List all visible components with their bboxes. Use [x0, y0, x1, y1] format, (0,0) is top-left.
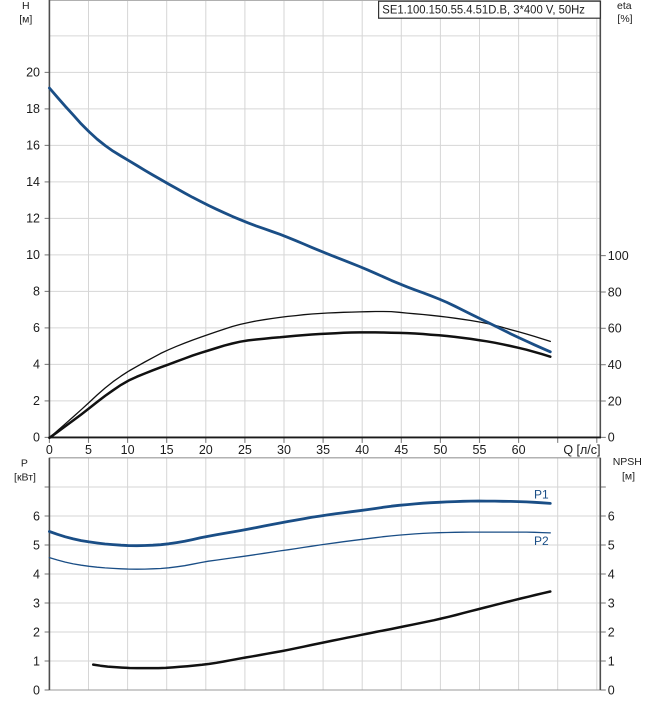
svg-text:Q [л/с]: Q [л/с] [563, 443, 600, 457]
svg-text:40: 40 [608, 358, 622, 372]
svg-text:[м]: [м] [622, 471, 635, 483]
svg-text:2: 2 [608, 625, 615, 639]
svg-text:0: 0 [33, 683, 40, 697]
svg-text:6: 6 [33, 321, 40, 335]
svg-text:20: 20 [199, 443, 213, 457]
svg-text:[%]: [%] [617, 13, 632, 25]
svg-text:14: 14 [26, 175, 40, 189]
svg-text:8: 8 [33, 285, 40, 299]
svg-text:[м]: [м] [19, 13, 32, 25]
svg-text:3: 3 [33, 596, 40, 610]
svg-text:P2: P2 [534, 534, 549, 548]
svg-text:1: 1 [608, 654, 615, 668]
svg-text:35: 35 [316, 443, 330, 457]
svg-text:P1: P1 [534, 488, 549, 502]
svg-text:5: 5 [33, 538, 40, 552]
svg-text:6: 6 [608, 509, 615, 523]
svg-text:45: 45 [394, 443, 408, 457]
svg-text:3: 3 [608, 596, 615, 610]
svg-text:2: 2 [33, 625, 40, 639]
svg-text:15: 15 [160, 443, 174, 457]
svg-text:eta: eta [617, 0, 632, 12]
svg-text:H: H [22, 0, 30, 12]
svg-text:0: 0 [46, 443, 53, 457]
svg-text:NPSH: NPSH [613, 456, 642, 468]
svg-text:25: 25 [238, 443, 252, 457]
svg-text:80: 80 [608, 285, 622, 299]
svg-text:5: 5 [608, 538, 615, 552]
svg-text:2: 2 [33, 394, 40, 408]
svg-text:60: 60 [512, 443, 526, 457]
svg-text:1: 1 [33, 654, 40, 668]
svg-text:0: 0 [33, 431, 40, 445]
svg-text:16: 16 [26, 139, 40, 153]
svg-text:55: 55 [473, 443, 487, 457]
svg-text:0: 0 [608, 683, 615, 697]
svg-text:30: 30 [277, 443, 291, 457]
svg-text:5: 5 [85, 443, 92, 457]
svg-text:4: 4 [608, 567, 615, 581]
svg-text:100: 100 [608, 249, 629, 263]
svg-text:[кВт]: [кВт] [14, 472, 36, 484]
svg-text:12: 12 [26, 212, 40, 226]
svg-text:40: 40 [355, 443, 369, 457]
svg-text:20: 20 [26, 66, 40, 80]
svg-text:18: 18 [26, 102, 40, 116]
svg-text:10: 10 [26, 248, 40, 262]
svg-text:P: P [21, 458, 28, 470]
svg-text:50: 50 [433, 443, 447, 457]
svg-text:4: 4 [33, 567, 40, 581]
svg-text:20: 20 [608, 394, 622, 408]
svg-text:0: 0 [608, 431, 615, 445]
svg-text:60: 60 [608, 322, 622, 336]
svg-text:10: 10 [121, 443, 135, 457]
svg-text:SE1.100.150.55.4.51D.B, 3*400: SE1.100.150.55.4.51D.B, 3*400 V, 50Hz [382, 3, 585, 17]
svg-text:4: 4 [33, 358, 40, 372]
svg-text:6: 6 [33, 509, 40, 523]
